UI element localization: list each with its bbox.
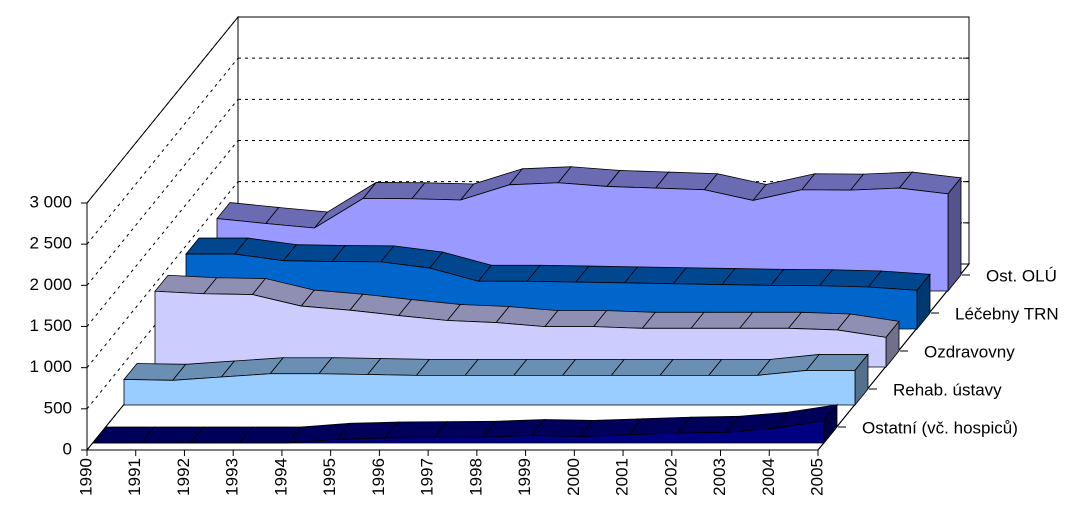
y-tick-label: 0 <box>63 439 72 458</box>
y-tick-label: 2 000 <box>29 275 72 294</box>
area <box>93 420 825 444</box>
x-tick-label: 1993 <box>223 458 242 496</box>
grid-line <box>86 57 239 245</box>
x-tick-label: 1992 <box>174 458 193 496</box>
y-tick-label: 1 000 <box>29 357 72 376</box>
x-tick-label: 2003 <box>710 458 729 496</box>
area <box>123 370 856 406</box>
grid-line <box>86 181 239 368</box>
series <box>154 274 900 369</box>
x-tick-label: 1996 <box>369 458 388 496</box>
area-end-face <box>947 176 962 293</box>
x-tick-label: 1994 <box>271 458 290 496</box>
legend-label: Ostatní (vč. hospiců) <box>862 418 1018 437</box>
x-tick-label: 1999 <box>515 458 534 496</box>
legend-label: Léčebny TRN <box>955 304 1059 323</box>
y-tick-label: 1 500 <box>29 316 72 335</box>
grid-line <box>86 140 239 327</box>
y-tick-label: 2 500 <box>29 234 72 253</box>
x-tick-label: 2005 <box>807 458 826 496</box>
grid-line <box>86 99 239 286</box>
series <box>123 353 869 407</box>
x-tick-label: 2002 <box>661 458 680 496</box>
area <box>154 290 887 368</box>
x-tick-label: 1991 <box>125 458 144 496</box>
legend-label: Rehab. ústavy <box>893 380 1002 399</box>
series <box>92 403 838 445</box>
x-tick-label: 1990 <box>76 458 95 496</box>
x-tick-label: 1995 <box>320 458 339 496</box>
x-tick-label: 2000 <box>564 458 583 496</box>
x-tick-label: 1997 <box>418 458 437 496</box>
x-tick-label: 2004 <box>759 458 778 496</box>
grid-line <box>86 16 239 204</box>
legend-label: Ost. OLÚ <box>986 266 1057 285</box>
legend-label: Ozdravovny <box>924 342 1015 361</box>
x-tick-label: 1998 <box>466 458 485 496</box>
y-tick-label: 500 <box>44 398 72 417</box>
x-tick-label: 2001 <box>613 458 632 496</box>
y-tick-label: 3 000 <box>29 192 72 211</box>
